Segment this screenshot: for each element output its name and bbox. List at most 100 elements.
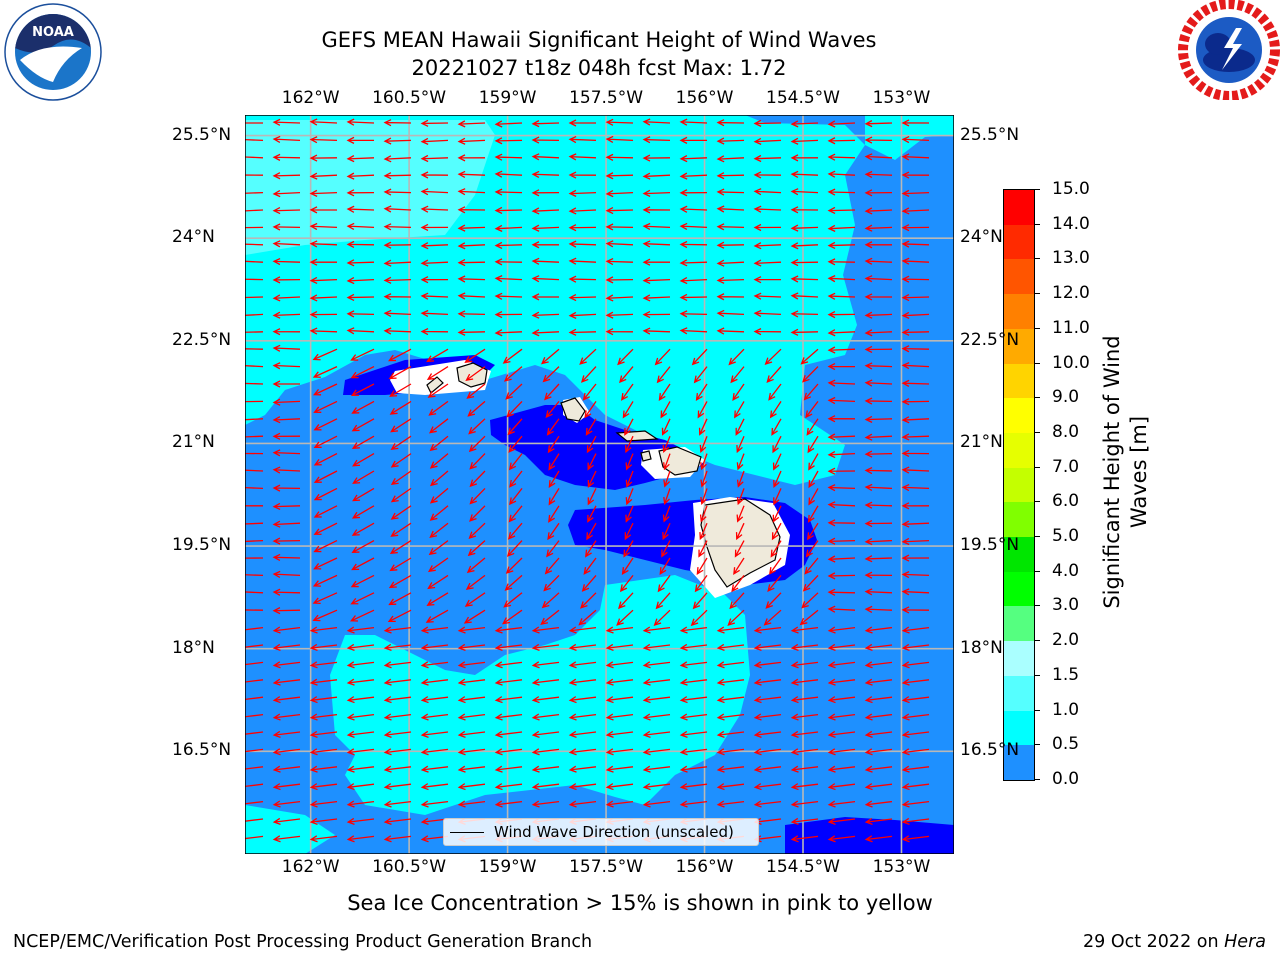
colorbar-tick-17: 0.0: [1052, 769, 1080, 789]
wave-direction-arrow-487: [696, 557, 708, 576]
wave-direction-arrow-274: [542, 366, 560, 383]
wave-direction-arrow-316: [697, 401, 708, 419]
wave-direction-arrow-567: [827, 626, 856, 634]
wave-direction-arrow-163: [642, 258, 671, 266]
noaa-logo: NOAA: [4, 3, 102, 101]
wave-direction-arrow-347: [429, 435, 449, 452]
wave-direction-arrow-583: [716, 643, 745, 651]
wave-direction-arrow-222: [716, 309, 745, 318]
wave-direction-arrow-568: [864, 626, 893, 634]
wave-direction-arrow-212: [346, 310, 375, 318]
wave-direction-arrow-560: [568, 626, 597, 634]
wave-direction-arrow-631: [383, 696, 412, 704]
wave-direction-arrow-387: [509, 470, 523, 488]
wave-direction-arrow-315: [660, 401, 671, 419]
wave-direction-arrow-219: [605, 311, 634, 319]
wave-direction-arrow-366: [429, 453, 449, 469]
map-legend: Wind Wave Direction (unscaled): [443, 818, 759, 846]
wave-direction-arrow-425: [508, 505, 523, 523]
wave-direction-arrow-723: [272, 783, 301, 791]
wave-direction-arrow-150: [864, 241, 893, 249]
wave-direction-arrow-690: [457, 748, 486, 756]
wave-direction-arrow-165: [716, 259, 745, 267]
wave-direction-arrow-756: [790, 800, 819, 808]
wave-direction-arrow-574: [383, 643, 412, 651]
wave-direction-arrow-299: [768, 383, 782, 401]
wave-direction-arrow-397: [864, 466, 893, 475]
colorbar: [1003, 189, 1035, 781]
wave-direction-arrow-754: [716, 800, 745, 808]
wave-direction-arrow-158: [457, 258, 486, 267]
wave-direction-arrow-68: [642, 172, 671, 180]
wave-direction-arrow-671: [457, 730, 486, 738]
wave-direction-arrow-15: [790, 120, 819, 128]
wave-direction-arrow-731: [568, 783, 597, 791]
wave-direction-arrow-432: [772, 505, 782, 523]
wave-direction-arrow-134: [272, 240, 301, 248]
wave-direction-arrow-62: [420, 171, 449, 179]
wave-direction-arrow-18: [901, 119, 930, 127]
wave-direction-arrow-439: [313, 522, 338, 535]
wave-direction-arrow-132: [901, 224, 930, 232]
wave-direction-arrow-482: [505, 557, 523, 574]
colorbar-tick-1: 14.0: [1052, 213, 1090, 234]
wave-direction-arrow-277: [656, 366, 671, 384]
wave-direction-arrow-210: [272, 311, 301, 319]
wave-direction-arrow-520: [503, 592, 523, 608]
wave-direction-arrow-400: [272, 484, 301, 492]
wave-direction-arrow-43: [420, 154, 449, 163]
wave-direction-arrow-648: [309, 713, 338, 721]
wave-direction-arrow-65: [531, 170, 560, 179]
wave-direction-arrow-651: [420, 713, 449, 721]
wave-direction-arrow-530: [864, 588, 893, 596]
wave-direction-arrow-423: [429, 505, 449, 521]
wave-direction-arrow-260: [728, 348, 745, 366]
wave-direction-arrow-339: [827, 415, 856, 423]
wave-direction-arrow-137: [383, 241, 412, 249]
colorbar-tick-2: 13.0: [1052, 248, 1090, 269]
wave-direction-arrow-614: [457, 678, 486, 686]
wave-direction-arrow-66: [568, 171, 597, 179]
wave-direction-arrow-298: [732, 383, 745, 401]
wave-direction-arrow-159: [494, 258, 523, 266]
wave-direction-arrow-208: [901, 294, 930, 302]
lat-tick-left-1: 24°N: [172, 227, 215, 248]
wave-direction-arrow-564: [716, 626, 745, 634]
wave-direction-arrow-775: [790, 817, 819, 825]
wave-direction-arrow-104: [568, 207, 597, 215]
colorbar-segment-8: [1004, 467, 1034, 503]
wave-direction-arrow-195: [420, 292, 449, 300]
wave-direction-arrow-258: [654, 348, 671, 366]
wave-direction-arrow-470: [770, 540, 782, 558]
lat-tick-right-3: 21°N: [960, 432, 1003, 453]
wave-direction-arrow-241: [716, 327, 745, 335]
wave-direction-arrow-527: [765, 592, 782, 609]
lat-tick-left-6: 16.5°N: [172, 740, 232, 761]
wave-direction-arrow-28: [568, 135, 597, 144]
wave-direction-arrow-467: [661, 540, 671, 558]
wave-direction-arrow-677: [679, 730, 708, 738]
wave-direction-arrow-380: [245, 469, 264, 472]
wave-direction-arrow-698: [753, 748, 782, 756]
wave-direction-arrow-220: [642, 310, 671, 319]
wave-direction-arrow-484: [583, 557, 597, 575]
wave-direction-arrow-247: [245, 348, 264, 350]
wave-direction-arrow-344: [313, 435, 338, 448]
wave-direction-arrow-127: [716, 223, 745, 231]
wave-direction-arrow-317: [734, 401, 745, 419]
wave-direction-arrow-191: [272, 294, 301, 302]
wave-direction-arrow-183: [679, 277, 708, 285]
wave-direction-arrow-435: [864, 501, 893, 509]
wave-direction-arrow-622: [753, 678, 782, 686]
wave-direction-arrow-147: [753, 242, 782, 250]
wave-direction-arrow-131: [864, 224, 893, 232]
wave-direction-arrow-173: [309, 276, 338, 285]
wave-direction-arrow-279: [730, 366, 745, 384]
colorbar-segment-2: [1004, 259, 1034, 295]
wave-direction-arrow-687: [346, 748, 375, 756]
wave-direction-arrow-549: [864, 605, 893, 613]
colorbar-tickmark-0: [1034, 189, 1040, 190]
wave-direction-arrow-334: [661, 418, 671, 436]
wave-direction-arrow-448: [662, 522, 671, 541]
wave-direction-arrow-706: [346, 765, 375, 773]
